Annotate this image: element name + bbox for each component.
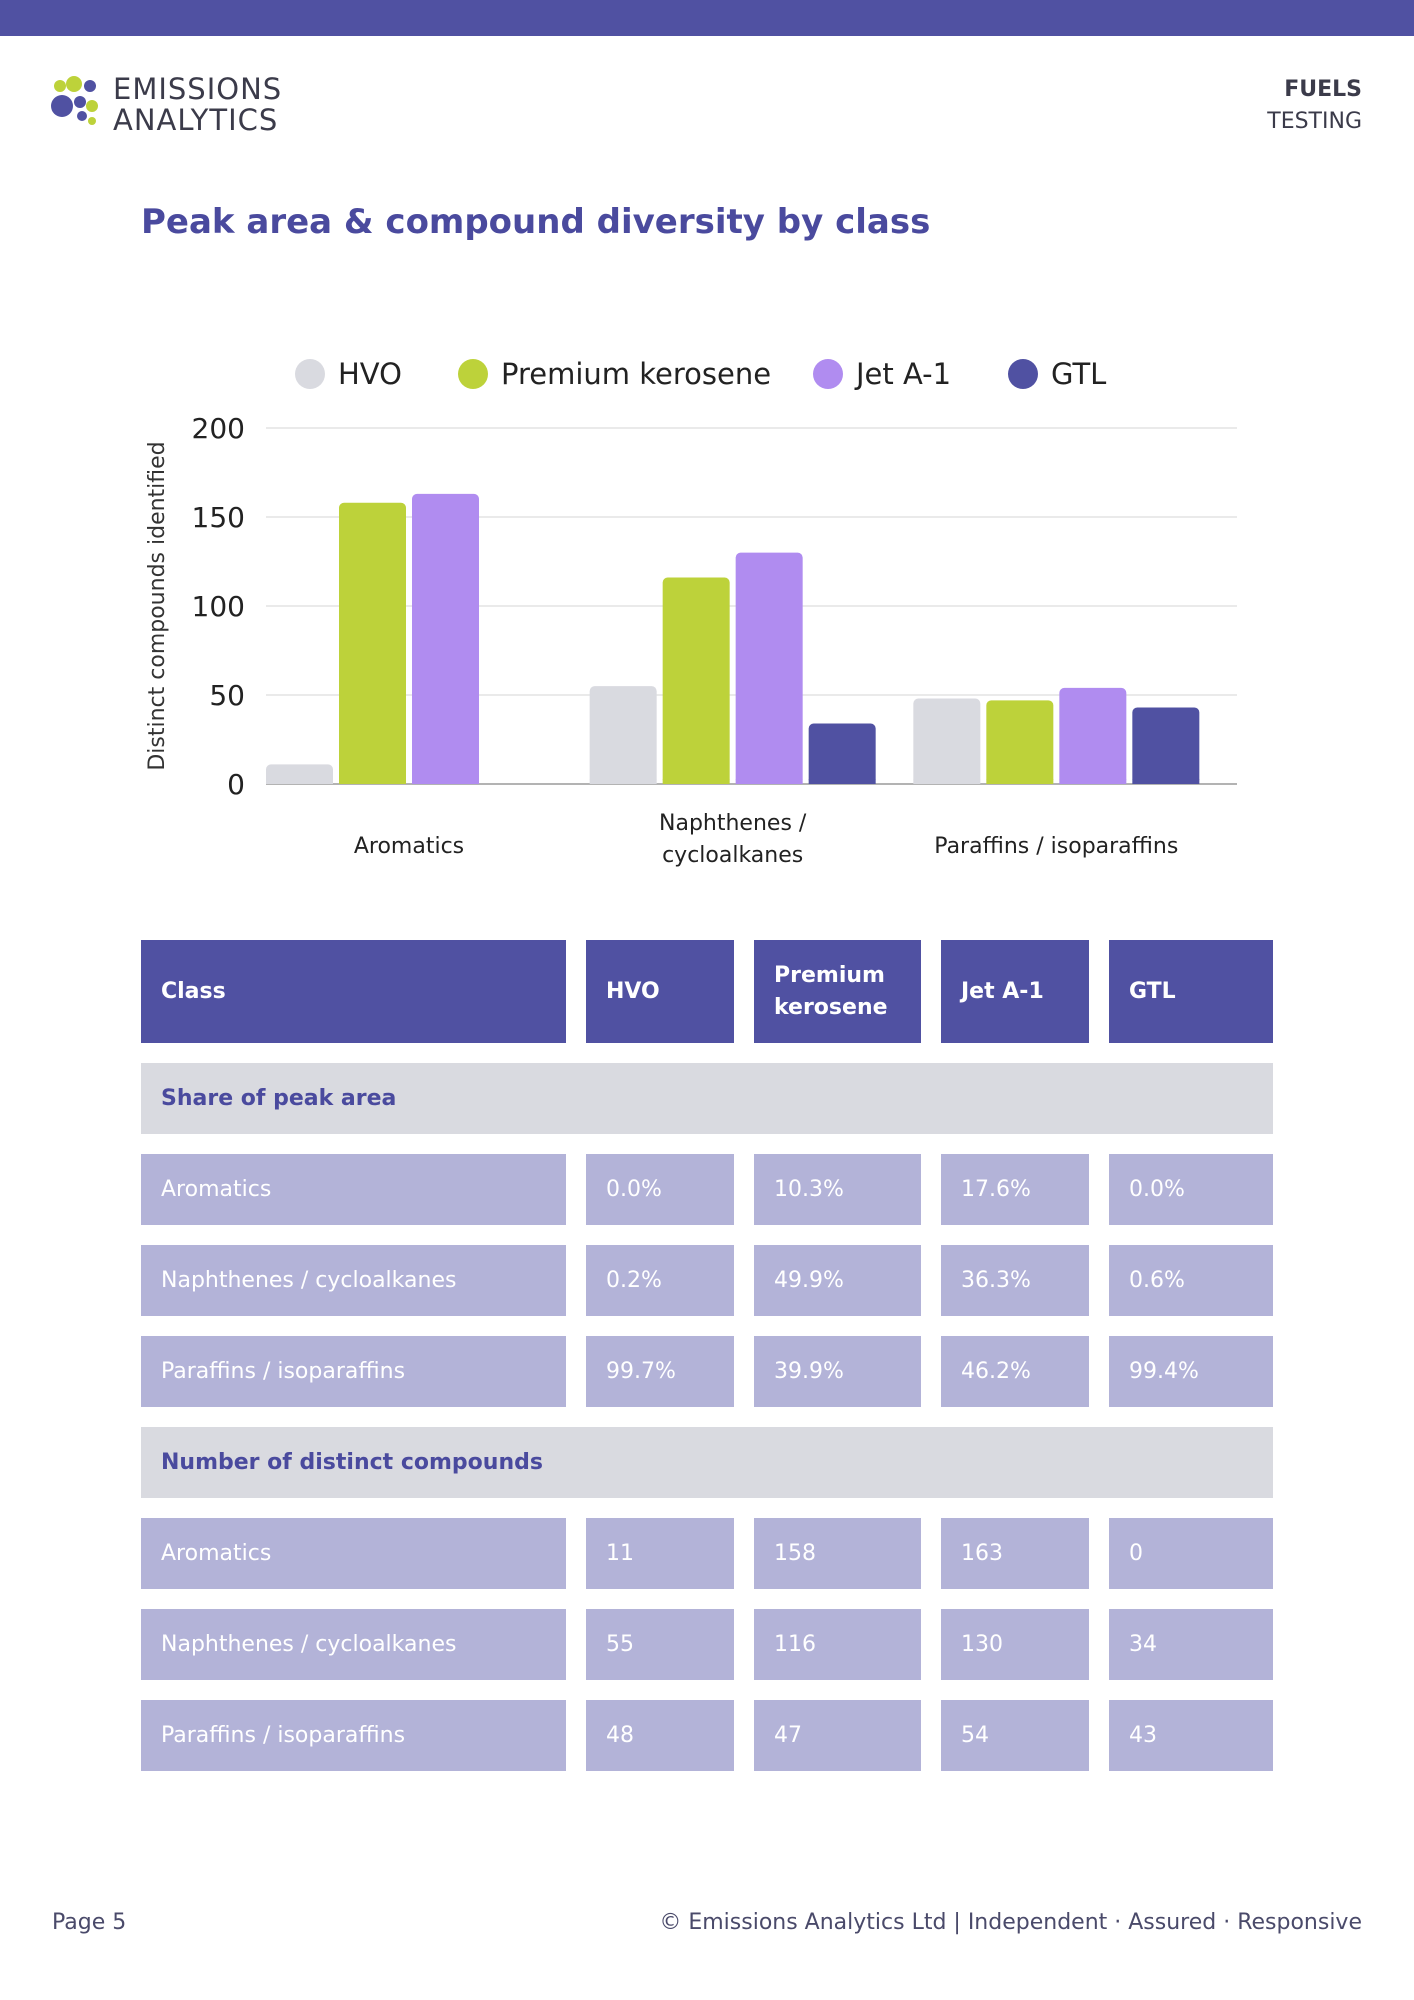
table-cell: 39.9%: [754, 1336, 921, 1407]
table-cell: 0: [1109, 1518, 1273, 1589]
y-tick-label: 0: [227, 768, 245, 801]
logo-line-1: EMISSIONS: [113, 72, 283, 106]
legend-label: GTL: [1051, 357, 1106, 391]
logo-bubbles-icon: [51, 76, 98, 125]
column-header: GTL: [1109, 940, 1273, 1043]
legend-label: Jet A-1: [854, 357, 951, 391]
bar-base: [266, 779, 333, 784]
table-cell: 17.6%: [941, 1154, 1089, 1225]
bar-base: [1132, 779, 1200, 784]
bar-hvo: [589, 686, 657, 784]
bar-premium-kerosene: [662, 577, 730, 784]
company-logo: EMISSIONS ANALYTICS: [50, 70, 310, 140]
bar-gtl: [808, 723, 876, 784]
y-tick-label: 200: [192, 412, 245, 445]
table-cell: 36.3%: [941, 1245, 1089, 1316]
top-accent-bar: [0, 0, 1414, 36]
bar-jet-a-1: [412, 493, 479, 784]
bar-jet-a-1: [1059, 687, 1127, 784]
bar-base: [662, 779, 730, 784]
y-axis-label: Distinct compounds identified: [145, 441, 170, 770]
legend-label: Premium kerosene: [501, 357, 771, 391]
row-class-label: Aromatics: [141, 1154, 566, 1225]
page-title: Peak area & compound diversity by class: [141, 202, 931, 242]
column-header: Class: [141, 940, 566, 1043]
x-category-label: cycloalkanes: [662, 843, 803, 868]
x-category-label: Paraffins / isoparaffins: [934, 834, 1178, 859]
bar-base: [986, 779, 1054, 784]
legend-label: HVO: [338, 357, 402, 391]
row-class-label: Paraffins / isoparaffins: [141, 1700, 566, 1771]
table-cell: 99.4%: [1109, 1336, 1273, 1407]
y-tick-label: 50: [209, 679, 245, 712]
table-cell: 55: [586, 1609, 734, 1680]
section-tag-line-2: TESTING: [1267, 109, 1362, 134]
row-class-label: Aromatics: [141, 1518, 566, 1589]
table-cell: 99.7%: [586, 1336, 734, 1407]
table-cell: 43: [1109, 1700, 1273, 1771]
bar-base: [735, 779, 803, 784]
bar-base: [412, 779, 479, 784]
column-header: Jet A-1: [941, 940, 1089, 1043]
legend-marker: [813, 359, 843, 389]
bar-chart: 0 50 100 150 200 Distinct compounds identifie…: [145, 357, 1237, 868]
row-class-label: Naphthenes / cycloalkanes: [141, 1245, 566, 1316]
table-row: Naphthenes / cycloalkanes 55 116 130 34: [141, 1609, 1273, 1680]
bar-jet-a-1: [735, 552, 803, 784]
section-tag-line-1: FUELS: [1284, 77, 1362, 102]
table-section-header: Share of peak area: [141, 1063, 1273, 1134]
legend-marker: [295, 359, 325, 389]
bar-premium-kerosene: [339, 502, 406, 784]
table-cell: 163: [941, 1518, 1089, 1589]
footer-copyright: © Emissions Analytics Ltd | Independent …: [659, 1910, 1362, 1935]
row-class-label: Naphthenes / cycloalkanes: [141, 1609, 566, 1680]
table-cell: 48: [586, 1700, 734, 1771]
table-row: Aromatics 0.0% 10.3% 17.6% 0.0%: [141, 1154, 1273, 1225]
section-tag: FUELS TESTING: [1267, 74, 1362, 138]
table-row: Paraffins / isoparaffins 99.7% 39.9% 46.2% 9…: [141, 1336, 1273, 1407]
table-cell: 0.2%: [586, 1245, 734, 1316]
bar-base: [913, 779, 981, 784]
table-cell: 54: [941, 1700, 1089, 1771]
table-cell: 0.0%: [1109, 1154, 1273, 1225]
y-tick-label: 150: [192, 501, 245, 534]
column-header: HVO: [586, 940, 734, 1043]
column-header: Premium kerosene: [754, 940, 921, 1043]
bar-base: [808, 779, 876, 784]
bar-base: [339, 779, 406, 784]
data-table: Class HVO Premium kerosene Jet A-1 GTL Share …: [141, 940, 1273, 1791]
bar-hvo: [913, 698, 981, 784]
table-cell: 0.0%: [586, 1154, 734, 1225]
table-row: Paraffins / isoparaffins 48 47 54 43: [141, 1700, 1273, 1771]
legend-marker: [1008, 359, 1038, 389]
y-tick-label: 100: [192, 590, 245, 623]
table-cell: 11: [586, 1518, 734, 1589]
bar-base: [1059, 779, 1127, 784]
bar-gtl: [1132, 707, 1200, 784]
bar-premium-kerosene: [986, 700, 1054, 784]
bar-base: [589, 779, 657, 784]
table-section-header: Number of distinct compounds: [141, 1427, 1273, 1498]
table-header-row: Class HVO Premium kerosene Jet A-1 GTL: [141, 940, 1273, 1043]
table-row: Aromatics 11 158 163 0: [141, 1518, 1273, 1589]
row-class-label: Paraffins / isoparaffins: [141, 1336, 566, 1407]
x-category-label: Naphthenes /: [659, 811, 807, 836]
table-cell: 130: [941, 1609, 1089, 1680]
table-cell: 46.2%: [941, 1336, 1089, 1407]
table-cell: 49.9%: [754, 1245, 921, 1316]
table-row: Naphthenes / cycloalkanes 0.2% 49.9% 36.3% 0…: [141, 1245, 1273, 1316]
table-cell: 0.6%: [1109, 1245, 1273, 1316]
table-cell: 158: [754, 1518, 921, 1589]
legend-marker: [458, 359, 488, 389]
table-cell: 116: [754, 1609, 921, 1680]
x-category-label: Aromatics: [354, 834, 464, 859]
page-number: Page 5: [52, 1910, 127, 1935]
table-cell: 10.3%: [754, 1154, 921, 1225]
table-cell: 34: [1109, 1609, 1273, 1680]
table-cell: 47: [754, 1700, 921, 1771]
logo-line-2: ANALYTICS: [113, 103, 279, 137]
